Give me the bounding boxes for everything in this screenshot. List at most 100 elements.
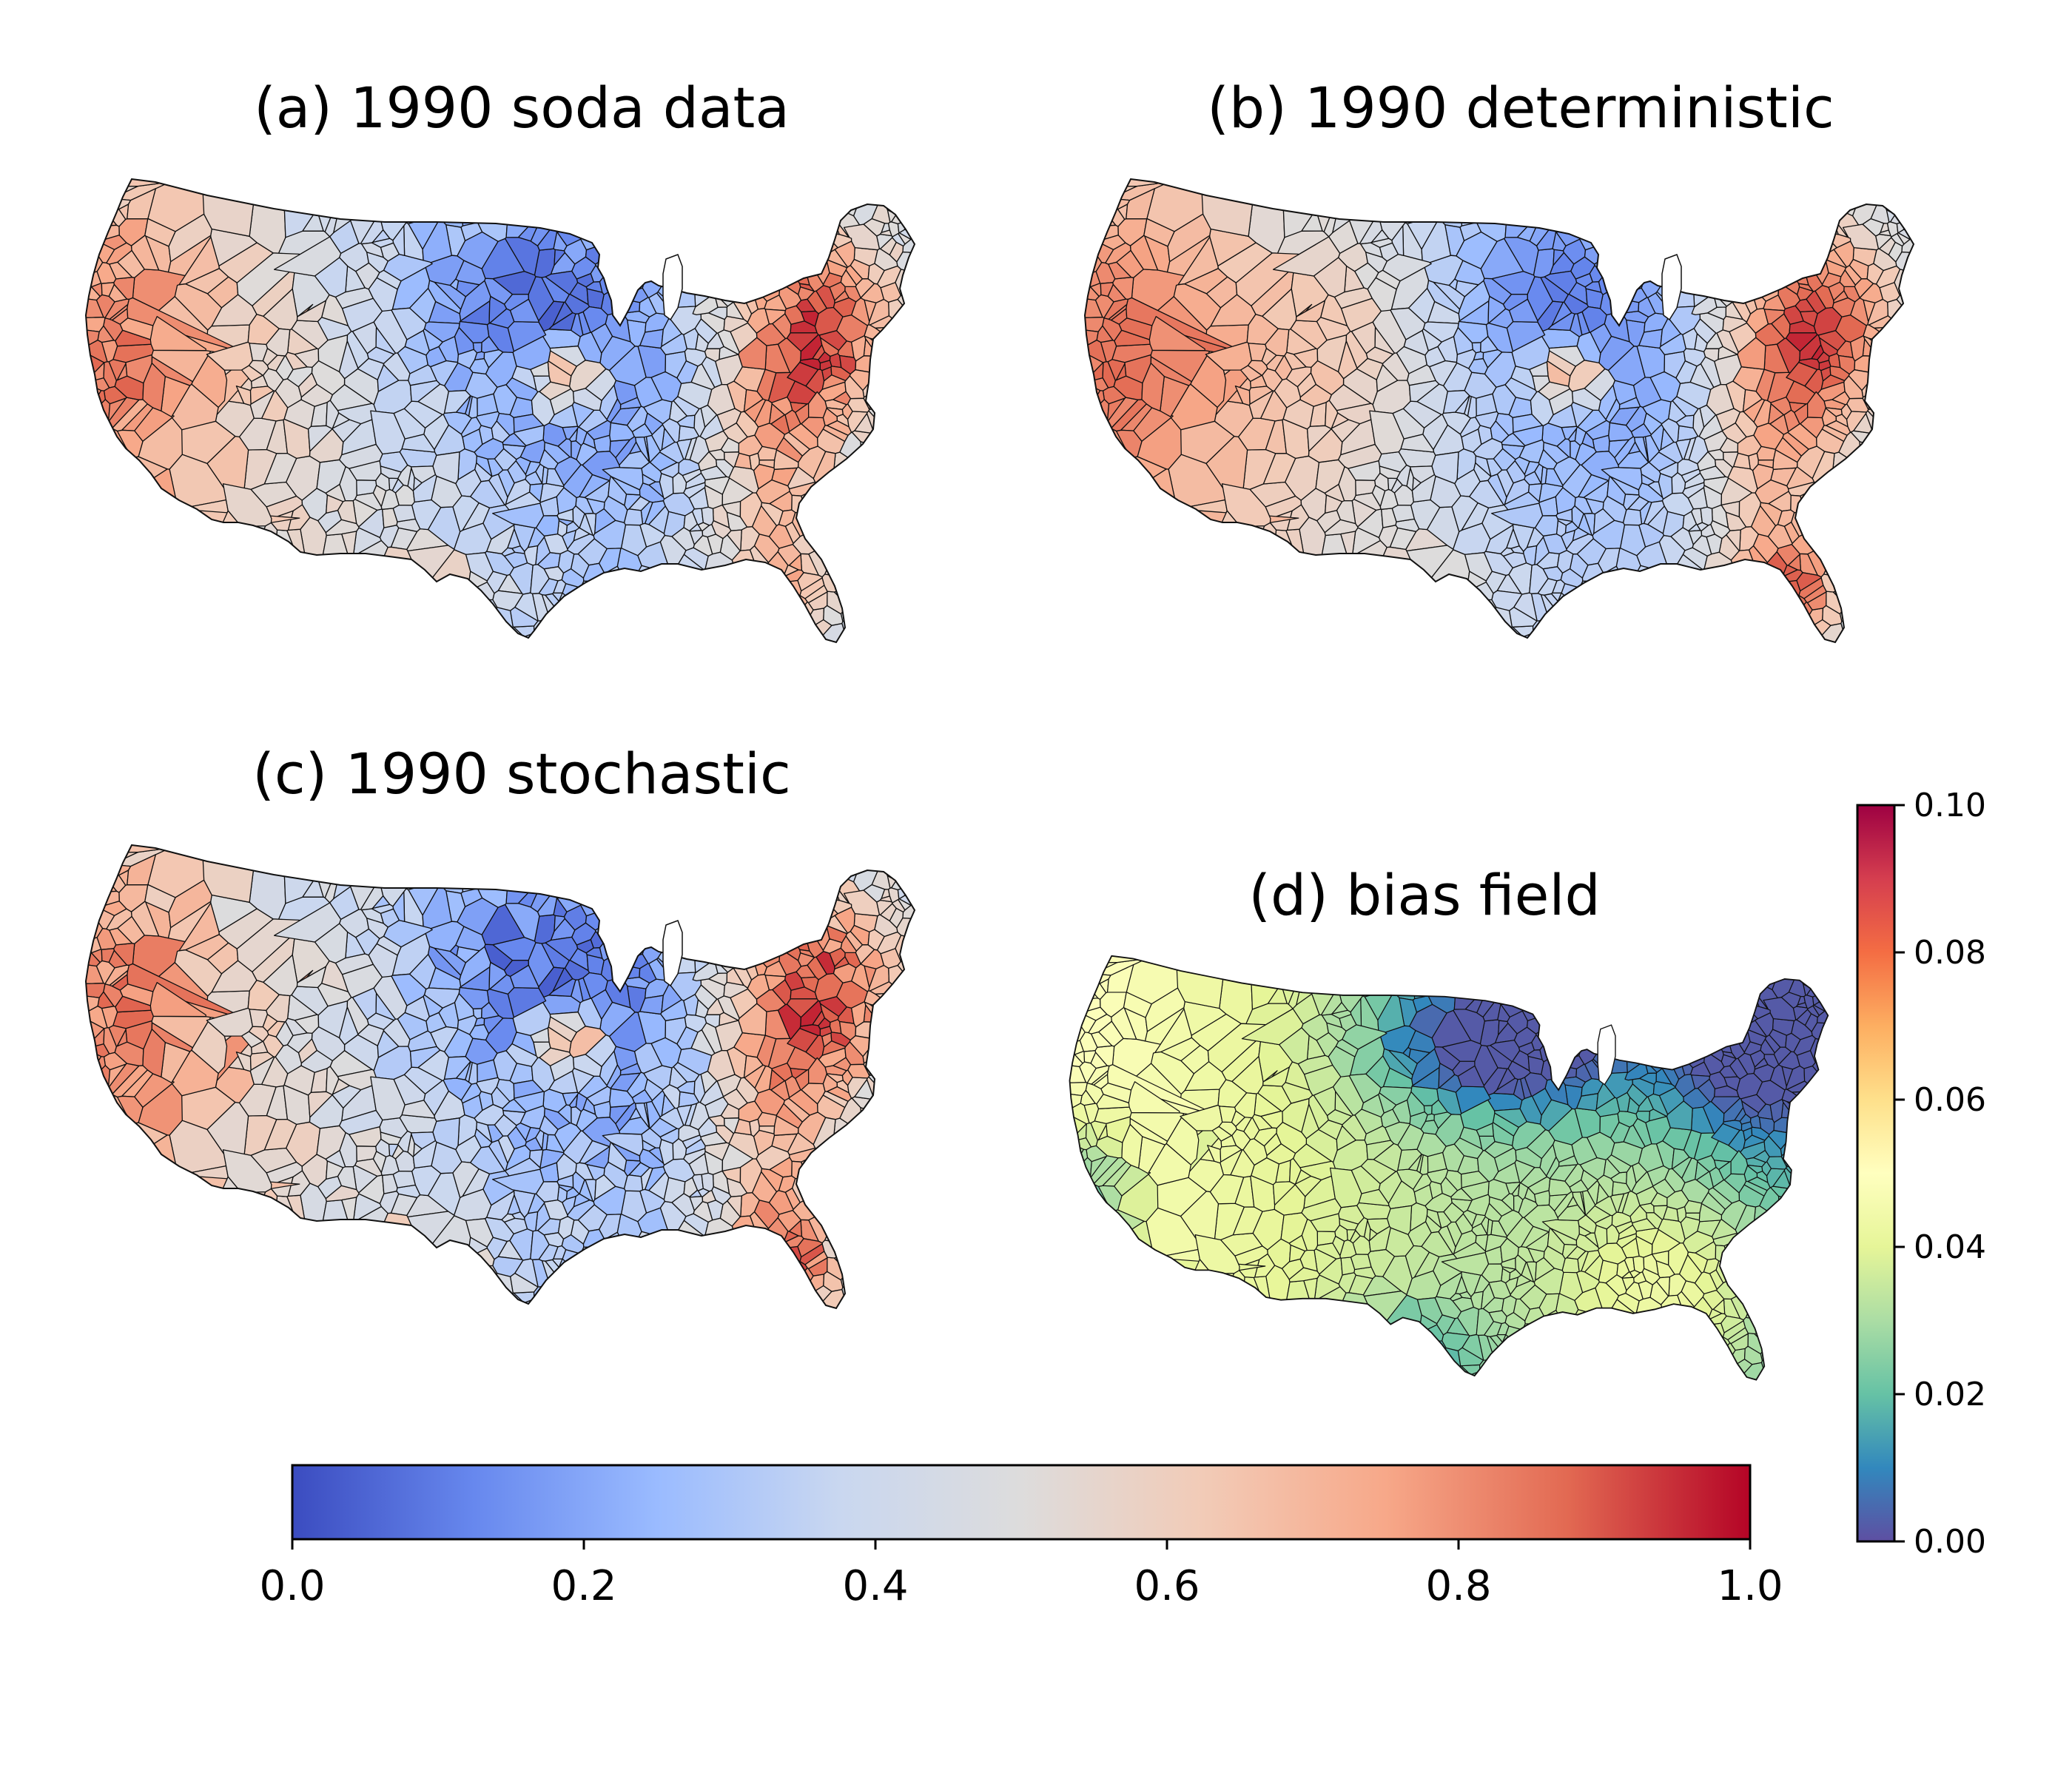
voronoi-cell	[310, 867, 347, 879]
voronoi-cell	[1788, 259, 1805, 266]
voronoi-cell	[609, 934, 628, 955]
voronoi-cell	[728, 1131, 759, 1160]
voronoi-cell	[1684, 258, 1706, 277]
voronoi-cell	[789, 872, 812, 902]
voronoi-cell	[329, 571, 357, 617]
voronoi-cell	[1872, 462, 1891, 480]
voronoi-cell	[878, 1288, 895, 1308]
voronoi-cell	[780, 845, 802, 877]
voronoi-cell	[711, 1312, 736, 1336]
voronoi-cell	[91, 874, 106, 891]
voronoi-cell	[116, 1211, 137, 1232]
voronoi-cell	[132, 562, 160, 586]
voronoi-cell	[251, 657, 288, 690]
voronoi-cell	[1701, 232, 1715, 254]
voronoi-cell	[1801, 1191, 1820, 1209]
voronoi-cell	[872, 593, 887, 610]
voronoi-cell	[289, 1256, 312, 1282]
voronoi-cell	[1137, 581, 1166, 616]
voronoi-cell	[1085, 223, 1097, 254]
voronoi-cell	[1169, 1361, 1185, 1380]
voronoi-cell	[1800, 510, 1814, 525]
voronoi-cell	[1729, 1394, 1743, 1419]
voronoi-cell	[1664, 1019, 1686, 1035]
voronoi-cell	[1488, 1379, 1510, 1380]
voronoi-cell	[380, 1131, 402, 1146]
voronoi-cell	[847, 502, 870, 525]
voronoi-cell	[91, 208, 106, 225]
voronoi-cell	[844, 179, 864, 193]
voronoi-cell	[650, 202, 680, 226]
voronoi-cell	[844, 845, 864, 859]
voronoi-cell	[127, 188, 156, 220]
voronoi-cell	[1543, 643, 1564, 666]
voronoi-cell	[883, 365, 898, 375]
voronoi-cell	[655, 601, 679, 625]
voronoi-cell	[1540, 179, 1575, 204]
voronoi-cell	[1604, 598, 1621, 617]
voronoi-cell	[1085, 479, 1097, 512]
voronoi-cell	[1775, 1424, 1818, 1456]
voronoi-cell	[1157, 650, 1187, 690]
voronoi-cell	[1697, 269, 1708, 281]
voronoi-cell	[106, 242, 132, 265]
voronoi-cell	[1860, 562, 1884, 578]
voronoi-cell	[544, 442, 571, 464]
voronoi-cell	[1214, 659, 1232, 690]
voronoi-cell	[92, 691, 107, 707]
voronoi-cell	[1612, 686, 1634, 725]
voronoi-cell	[709, 572, 744, 594]
voronoi-cell	[1523, 179, 1564, 188]
voronoi-cell	[1379, 242, 1399, 262]
voronoi-cell	[778, 894, 798, 912]
voronoi-cell	[384, 179, 411, 223]
voronoi-cell	[652, 223, 678, 245]
voronoi-cell	[696, 623, 711, 633]
voronoi-cell	[1366, 686, 1390, 725]
voronoi-cell	[108, 474, 126, 491]
voronoi-cell	[1900, 591, 1914, 622]
voronoi-cell	[1274, 1342, 1285, 1357]
voronoi-cell	[1499, 665, 1518, 687]
voronoi-cell	[536, 694, 568, 725]
voronoi-cell	[1241, 678, 1299, 725]
voronoi-cell	[801, 510, 815, 525]
voronoi-cell	[86, 1218, 96, 1251]
voronoi-cell	[705, 602, 730, 622]
voronoi-cell	[1343, 955, 1367, 996]
voronoi-cell	[1093, 179, 1112, 200]
voronoi-cell	[485, 845, 526, 858]
voronoi-cell	[731, 179, 746, 190]
voronoi-cell	[219, 643, 247, 684]
voronoi-cell	[405, 198, 431, 225]
voronoi-cell	[690, 229, 706, 255]
voronoi-cell	[809, 1314, 830, 1333]
voronoi-cell	[1595, 207, 1613, 235]
voronoi-cell	[579, 222, 605, 237]
voronoi-cell	[503, 294, 529, 312]
voronoi-cell	[1654, 601, 1678, 625]
voronoi-cell	[1178, 587, 1218, 623]
voronoi-cell	[195, 1288, 212, 1308]
voronoi-cell	[1766, 1271, 1783, 1291]
voronoi-cell	[1360, 242, 1383, 258]
voronoi-cell	[1572, 527, 1590, 542]
voronoi-cell	[86, 1012, 89, 1042]
voronoi-cell	[613, 686, 635, 725]
voronoi-cell	[1728, 203, 1760, 221]
voronoi-cell	[1610, 1315, 1632, 1333]
voronoi-cell	[120, 1314, 143, 1337]
voronoi-cell	[828, 1305, 852, 1308]
voronoi-cell	[322, 607, 337, 615]
voronoi-cell	[1306, 1357, 1334, 1380]
voronoi-cell	[1615, 237, 1641, 260]
voronoi-cell	[554, 607, 582, 623]
voronoi-cell	[889, 1210, 915, 1235]
voronoi-cell	[1376, 179, 1424, 201]
voronoi-cell	[1484, 179, 1525, 192]
voronoi-cell	[691, 1254, 706, 1271]
voronoi-cell	[554, 915, 565, 932]
voronoi-cell	[1159, 596, 1183, 624]
voronoi-cell	[1704, 602, 1729, 622]
voronoi-cell	[251, 1323, 288, 1356]
